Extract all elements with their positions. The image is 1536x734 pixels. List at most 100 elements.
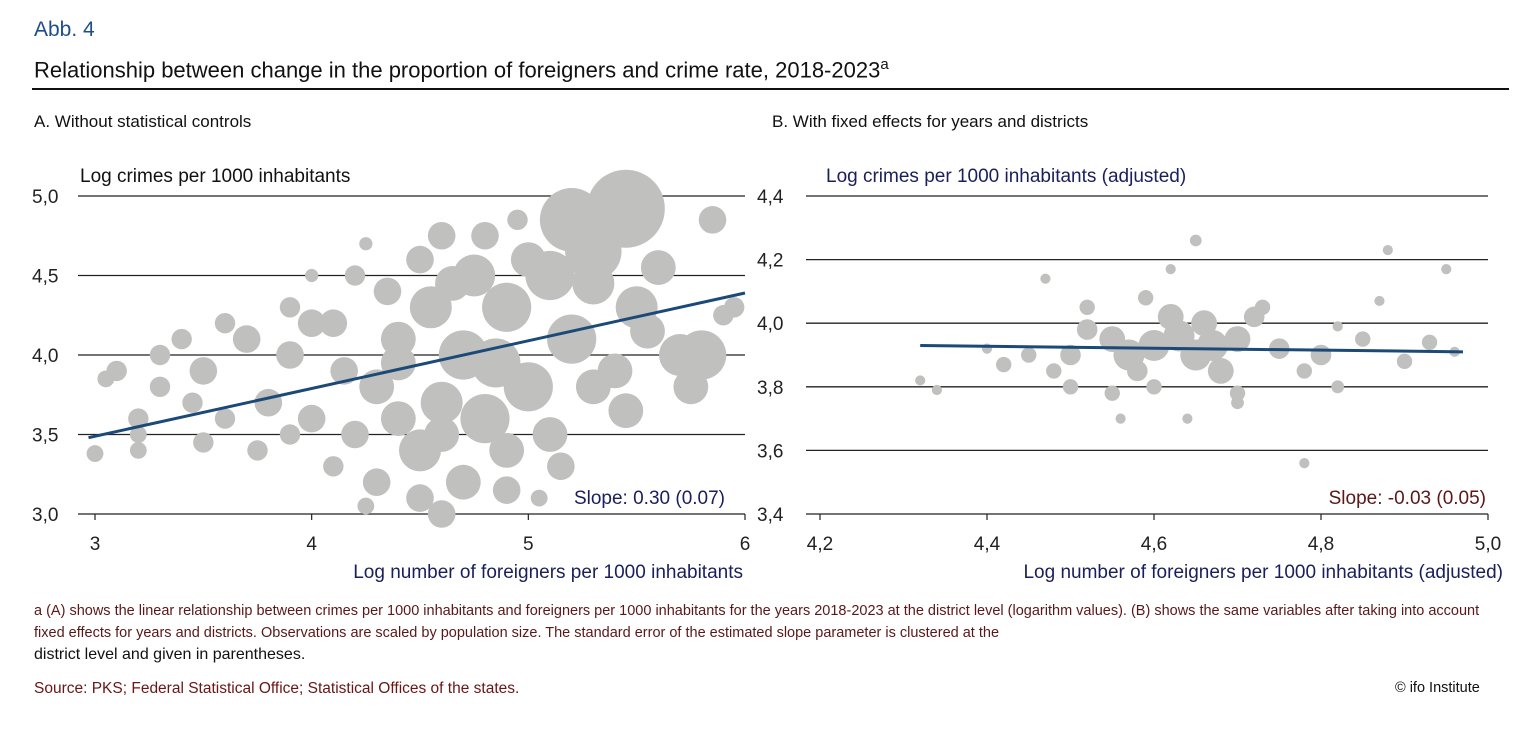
title-text: Relationship between change in the propo… [34, 57, 881, 83]
data-point [380, 345, 416, 381]
data-point [1046, 363, 1062, 379]
data-point [373, 277, 402, 306]
data-point [510, 242, 546, 277]
x-tick-label: 3 [90, 534, 101, 555]
data-point [149, 344, 171, 366]
data-point [1076, 319, 1098, 340]
footnote-tail: district level and given in parentheses. [34, 646, 306, 663]
data-point [532, 417, 568, 452]
data-point [1332, 321, 1343, 332]
data-point [996, 356, 1012, 373]
data-point [1254, 299, 1271, 315]
data-point [357, 497, 375, 515]
data-point [1021, 347, 1037, 363]
scatter-points [86, 169, 745, 528]
data-point [128, 408, 149, 429]
panel-b-title: B. With fixed effects for years and dist… [772, 112, 1089, 131]
data-point [406, 245, 434, 274]
data-point [380, 321, 416, 357]
data-point [1441, 264, 1452, 275]
data-point [1146, 379, 1162, 395]
data-point [1062, 379, 1079, 395]
copyright: © ifo Institute [1395, 680, 1480, 696]
data-point [344, 265, 366, 286]
data-point [420, 381, 463, 424]
data-point [723, 297, 745, 318]
x-tick-label: 5,0 [1475, 534, 1501, 555]
data-point [1231, 396, 1244, 410]
data-point [673, 369, 709, 405]
data-point [1207, 358, 1234, 384]
data-point [254, 388, 283, 417]
fit-line [88, 291, 746, 440]
footnote: a (A) shows the linear relationship betw… [34, 600, 1504, 666]
data-point [171, 328, 192, 350]
data-point [1382, 244, 1393, 256]
data-point [1182, 413, 1193, 424]
panel-b-chart: 3,4 3,6 3,8 4,0 4,2 4,4 4,2 4,4 4,6 4,8 5,0 Log cri… [757, 166, 1503, 583]
data-point [276, 341, 304, 369]
x-tick-label: 4,4 [974, 534, 1001, 555]
data-point [129, 426, 147, 443]
x-tick-label: 4,6 [1141, 534, 1167, 555]
data-point [182, 392, 203, 413]
data-point [547, 314, 597, 364]
x-axis-title: Log number of foreigners per 1000 inhabi… [1023, 562, 1503, 583]
data-point [1113, 339, 1145, 371]
y-tick-label: 4,0 [32, 346, 58, 367]
data-point [247, 440, 268, 461]
data-point [341, 420, 369, 449]
y-tick-label: 4,4 [757, 187, 784, 208]
fit-line [920, 343, 1463, 354]
panel-a-title: A. Without statistical controls [34, 112, 252, 131]
data-point [86, 445, 104, 462]
data-point [214, 313, 236, 334]
data-point [297, 404, 326, 433]
data-point [1355, 331, 1371, 347]
data-point [279, 424, 301, 445]
data-point [1165, 264, 1176, 275]
data-point [471, 338, 521, 388]
data-point [406, 484, 434, 512]
data-point [640, 250, 676, 285]
y-tick-label: 3,0 [32, 505, 58, 526]
data-point [931, 384, 943, 396]
data-point [630, 313, 665, 349]
x-tick-label: 5 [523, 534, 534, 555]
panel-a-chart: 3,0 3,5 4,0 4,5 5,0 3 4 5 6 Log crimes per 1000 i… [32, 166, 750, 583]
data-point [323, 456, 344, 477]
data-point [409, 286, 452, 329]
data-point [427, 221, 456, 250]
data-point [149, 376, 171, 397]
y-axis-title: Log crimes per 1000 inhabitants [80, 166, 350, 187]
data-point [305, 268, 319, 283]
data-point [97, 370, 115, 388]
data-point [359, 237, 373, 251]
data-point [1115, 413, 1126, 424]
data-point [189, 357, 218, 385]
data-point [489, 433, 525, 468]
figure-label: Abb. 4 [34, 18, 95, 41]
data-point [482, 282, 532, 332]
data-point [214, 408, 236, 429]
data-point [362, 468, 391, 497]
title-rule [32, 88, 1509, 90]
y-tick-label: 4,5 [32, 267, 58, 288]
data-point [915, 375, 926, 386]
data-point [1079, 299, 1095, 315]
y-tick-label: 4,0 [757, 314, 783, 335]
data-point [330, 357, 358, 385]
data-point [1224, 326, 1251, 352]
data-point [547, 452, 575, 481]
y-tick-label: 5,0 [32, 187, 58, 208]
x-axis-title: Log number of foreigners per 1000 inhabi… [353, 562, 743, 583]
data-point [492, 476, 521, 504]
data-point [1060, 344, 1081, 366]
data-point [1196, 329, 1228, 361]
slope-annotation: Slope: -0.03 (0.05) [1329, 488, 1486, 509]
data-point [427, 500, 456, 528]
data-point [597, 353, 633, 389]
data-point [1040, 273, 1051, 284]
